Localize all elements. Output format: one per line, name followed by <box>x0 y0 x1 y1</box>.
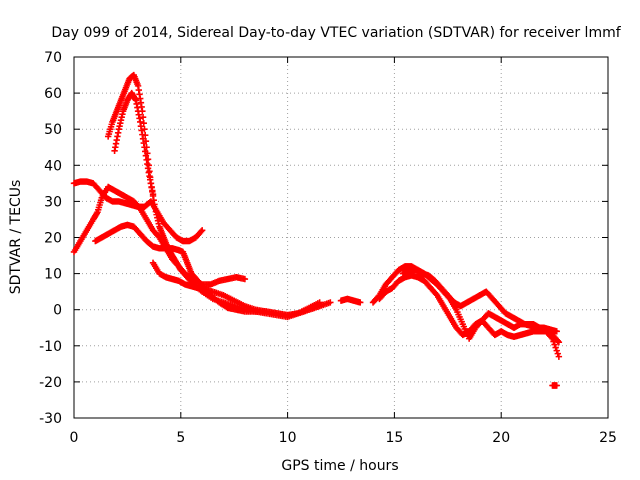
y-tick-label: -30 <box>39 411 62 427</box>
series-s5 <box>111 89 157 198</box>
x-axis-label: GPS time / hours <box>281 458 398 474</box>
series-s7 <box>337 295 364 306</box>
y-axis-label: SDTVAR / TECUs <box>8 180 24 295</box>
data-point <box>149 190 157 198</box>
data-point <box>327 299 334 306</box>
y-tick-label: -20 <box>39 375 62 391</box>
chart-title: Day 099 of 2014, Sidereal Day-to-day VTE… <box>51 25 621 41</box>
series-s9 <box>376 272 563 346</box>
series-s6 <box>149 259 323 319</box>
data-point <box>555 353 563 360</box>
data-point <box>316 299 323 306</box>
y-tick-label: 60 <box>44 86 62 102</box>
x-tick-label: 0 <box>70 430 79 446</box>
data-point <box>552 344 559 351</box>
series-s1 <box>70 178 206 245</box>
y-tick-label: 10 <box>44 267 62 283</box>
y-tick-label: 30 <box>44 194 62 210</box>
data-point <box>551 341 558 348</box>
axis-ticks: 0 5 10 15 20 25 -30 -20 -10 0 10 20 30 40 50 60 70 <box>39 50 617 446</box>
y-tick-label: -10 <box>39 339 62 355</box>
grid-lines <box>74 57 608 418</box>
series-s11 <box>549 382 560 389</box>
data-point <box>197 228 205 235</box>
data-point <box>241 275 249 283</box>
x-tick-label: 20 <box>492 430 510 446</box>
y-tick-label: 50 <box>44 122 62 138</box>
data-point <box>555 338 563 346</box>
series-s3 <box>92 221 323 321</box>
y-tick-label: 40 <box>44 158 62 174</box>
data-point <box>553 347 560 354</box>
series-s10 <box>399 266 560 335</box>
data-marks <box>70 71 563 389</box>
x-tick-label: 25 <box>599 430 617 446</box>
data-point <box>357 299 364 306</box>
data-point <box>198 227 206 234</box>
data-point <box>554 337 562 345</box>
x-tick-label: 5 <box>176 430 185 446</box>
y-tick-label: 0 <box>53 303 62 319</box>
data-point <box>139 113 147 121</box>
y-tick-label: 20 <box>44 231 62 247</box>
data-point <box>554 350 562 357</box>
data-point <box>553 382 560 389</box>
y-tick-label: 70 <box>44 50 62 66</box>
data-point <box>553 328 560 335</box>
x-tick-label: 10 <box>279 430 297 446</box>
x-tick-label: 15 <box>385 430 403 446</box>
